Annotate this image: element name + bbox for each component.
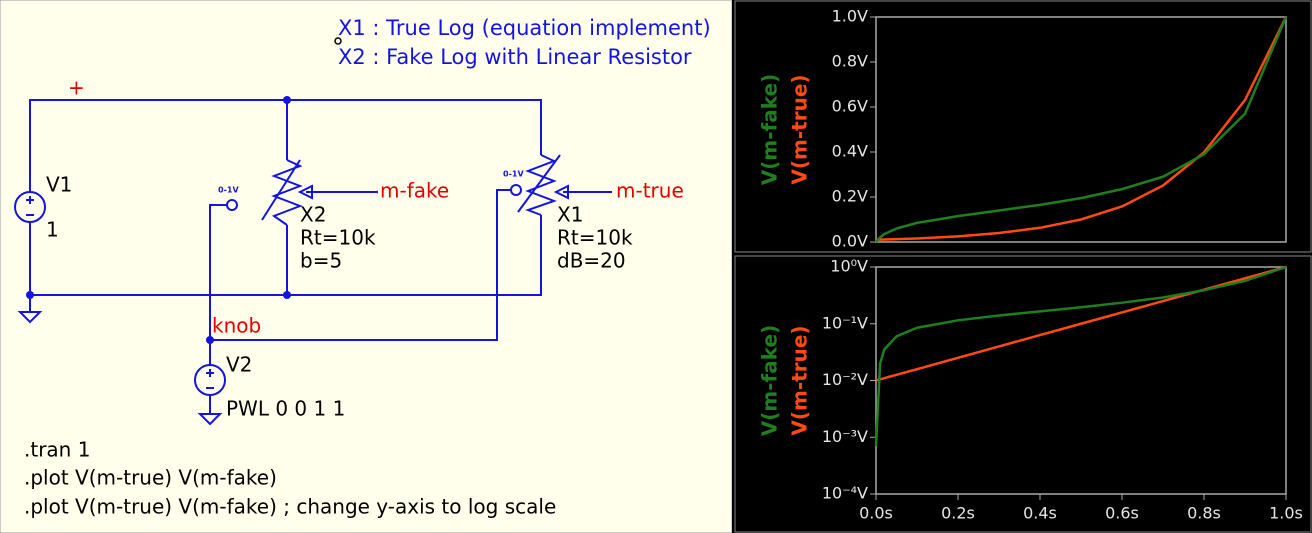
cursor-handle [334, 37, 342, 45]
schematic-bg [0, 0, 733, 533]
voltage-source [14, 191, 46, 223]
net-label: m-true [616, 179, 684, 203]
y-tick-label: 0.2V [832, 187, 868, 206]
y-tick-label: 10⁰V [830, 257, 868, 276]
spice-directive: .plot V(m-true) V(m-fake) ; change y-axi… [24, 495, 556, 519]
series-line [875, 16, 1288, 243]
plot-area [875, 16, 1287, 243]
component-name: V1 [46, 173, 72, 197]
legend-label: V(m-true) [788, 74, 812, 184]
spice-directive: .tran 1 [24, 438, 90, 462]
component-value: PWL 0 0 1 1 [226, 397, 345, 421]
y-tick-label: 10⁻¹V [822, 313, 868, 332]
plot-pane [734, 255, 1312, 533]
voltage-source [194, 364, 226, 396]
net-label: m-fake [380, 179, 449, 203]
component-param: Rt=10k [300, 226, 376, 250]
component-tag: 0-1V [218, 186, 239, 195]
y-tick-label: 0.8V [832, 52, 868, 71]
x-tick-label: 0.8s [1187, 504, 1221, 523]
comment: X2 : Fake Log with Linear Resistor [338, 45, 692, 69]
net-label: + [68, 76, 85, 100]
x-tick-label: 1.0s [1269, 504, 1303, 523]
y-tick-label: 0.0V [832, 232, 868, 251]
y-tick-label: 0.6V [832, 97, 868, 116]
component-value: 1 [46, 218, 59, 242]
x-tick-label: 0.4s [1023, 504, 1057, 523]
series-line [874, 265, 1287, 447]
potentiometer [226, 159, 313, 226]
y-tick-label: 10⁻³V [822, 427, 868, 446]
component-param: b=5 [300, 249, 342, 273]
component-param: Rt=10k [557, 226, 633, 250]
component-name: X1 [557, 203, 583, 227]
component-name: V2 [226, 353, 252, 377]
spice-directive: .plot V(m-true) V(m-fake) [24, 466, 277, 490]
y-tick-label: 1.0V [832, 7, 868, 26]
junctions [26, 96, 291, 344]
legend-label: V(m-fake) [758, 325, 782, 436]
x-tick-label: 0.2s [941, 504, 975, 523]
component-tag: 0-1V [503, 170, 524, 179]
component-name: X2 [300, 203, 326, 227]
x-tick-label: 0.0s [859, 504, 893, 523]
net-label: knob [212, 314, 261, 338]
legend-label: V(m-true) [788, 325, 812, 435]
potentiometer [510, 154, 569, 216]
legend-label: V(m-fake) [758, 74, 782, 185]
x-tick-label: 0.6s [1105, 504, 1139, 523]
y-tick-label: 10⁻⁴V [822, 484, 868, 503]
comment: X1 : True Log (equation implement) [338, 16, 711, 40]
y-tick-label: 0.4V [832, 142, 868, 161]
y-tick-label: 10⁻²V [822, 370, 868, 389]
component-param: dB=20 [557, 249, 626, 273]
plot-pane [734, 0, 1312, 253]
